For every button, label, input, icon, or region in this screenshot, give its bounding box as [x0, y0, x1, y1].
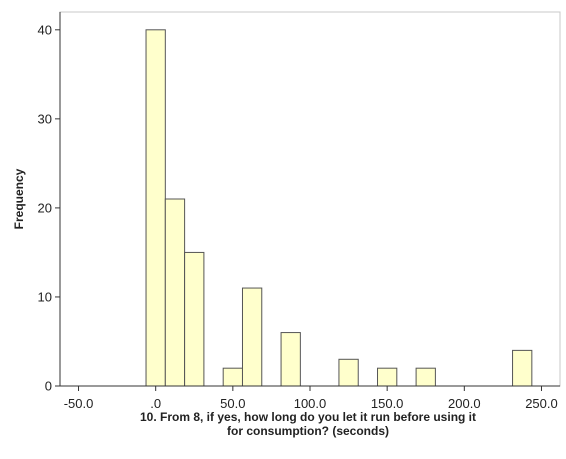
x-tick-label: 150.0 [371, 396, 404, 411]
plot-area [59, 11, 561, 387]
x-tick-label: 250.0 [525, 396, 558, 411]
histogram-bar-0 [145, 29, 166, 387]
x-tick-label: 100.0 [294, 396, 327, 411]
x-tick-label: 50.0 [220, 396, 245, 411]
y-ticks-group: 0 10 20 30 40 [38, 22, 60, 394]
histogram-bar-1 [164, 198, 186, 387]
bars-group [145, 29, 533, 387]
x-tick-label: 200.0 [448, 396, 481, 411]
y-tick-label: 20 [38, 200, 52, 215]
y-tick-label: 10 [38, 289, 52, 304]
histogram-bar-7 [377, 367, 398, 387]
histogram-bar-8 [415, 367, 436, 387]
y-tick-label: 0 [45, 379, 52, 394]
histogram-bar-6 [338, 358, 359, 387]
histogram-bar-9 [512, 349, 533, 387]
y-tick-label: 40 [38, 22, 52, 37]
histogram-bar-5 [280, 332, 301, 387]
y-tick-label: 30 [38, 111, 52, 126]
y-axis-title: Frequency [12, 168, 26, 229]
histogram-bar-3 [222, 367, 243, 387]
histogram-bar-4 [241, 287, 263, 387]
x-ticks-group: -50.0 .0 50.0 100.0 150.0 200.0 250.0 [64, 386, 558, 411]
x-axis-title-line-2: for consumption? (seconds) [227, 424, 389, 438]
x-tick-label: .0 [150, 396, 161, 411]
x-axis-title-line-1: 10. From 8, if yes, how long do you let … [140, 410, 476, 424]
histogram-bar-2 [184, 251, 205, 387]
x-tick-label: -50.0 [64, 396, 94, 411]
